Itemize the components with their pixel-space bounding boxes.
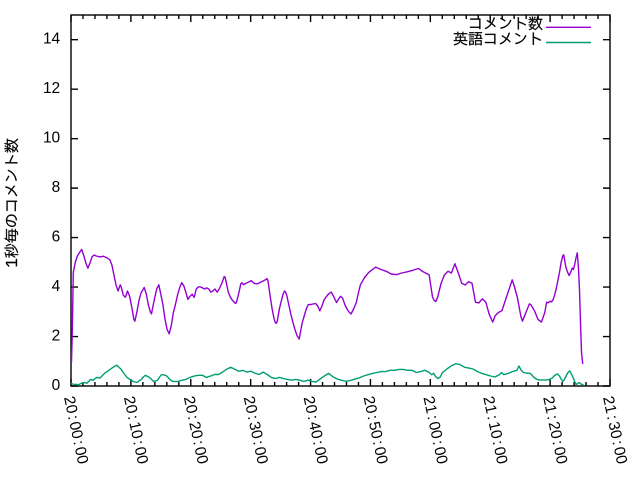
svg-text:8: 8 <box>52 179 61 196</box>
svg-text:10: 10 <box>43 129 61 146</box>
svg-text:0: 0 <box>52 377 61 394</box>
svg-text:12: 12 <box>43 80 60 97</box>
svg-text:2: 2 <box>52 327 61 344</box>
svg-text:4: 4 <box>52 278 61 295</box>
svg-text:14: 14 <box>43 31 61 48</box>
svg-text:6: 6 <box>52 228 61 245</box>
